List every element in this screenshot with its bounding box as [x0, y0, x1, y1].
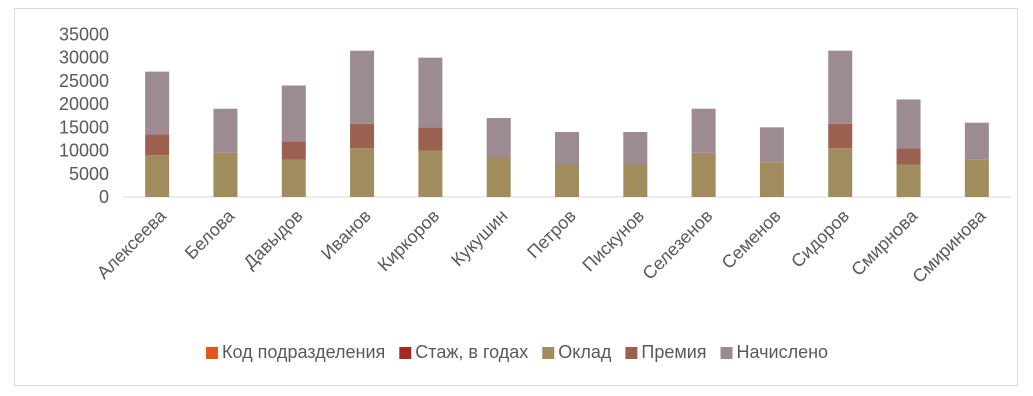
bar-stack-1	[213, 108, 238, 197]
bar-segment-3	[896, 148, 921, 165]
bar-stack-9	[759, 127, 784, 197]
chart-frame: 35000 30000 25000 20000 15000 10000 5000 0 Алек…	[14, 8, 1018, 386]
legend-label: Премия	[641, 342, 706, 362]
bar-segment-4	[281, 85, 306, 142]
x-tick-label: Иванов	[317, 206, 375, 264]
x-tick-label: Петров	[523, 206, 580, 263]
bar-segment-2	[896, 164, 921, 197]
y-tick-label: 20000	[59, 94, 109, 114]
bar-segment-2	[145, 155, 170, 197]
legend-item: Оклад	[542, 342, 612, 362]
bar-stack-8	[691, 108, 716, 197]
bar-segment-2	[691, 152, 716, 197]
bar-segment-4	[623, 131, 648, 165]
bar-segment-4	[759, 127, 784, 163]
x-tick-label: Селезенов	[639, 206, 717, 284]
legend-swatch	[399, 347, 412, 359]
y-tick-label: 15000	[59, 117, 109, 137]
bar-stack-7	[623, 131, 648, 197]
bar-segment-4	[964, 122, 989, 160]
bar-stack-11	[896, 99, 921, 197]
legend-swatch	[625, 347, 638, 359]
x-tick-label: Смиринова	[908, 205, 990, 287]
legend-swatch	[542, 347, 555, 359]
y-tick-label: 0	[99, 187, 109, 207]
bar-stack-10	[828, 50, 853, 197]
bar-segment-4	[828, 50, 853, 124]
bar-stack-2	[281, 85, 306, 197]
bar-stack-3	[350, 50, 375, 197]
y-tick-label: 25000	[59, 71, 109, 91]
x-tick-label: Семенов	[718, 206, 785, 273]
bar-segment-2	[555, 164, 579, 197]
legend-swatch	[205, 347, 218, 359]
bar-segment-4	[145, 71, 170, 135]
bar-stack-0	[145, 71, 170, 197]
x-tick-label: Алексеева	[93, 205, 171, 283]
bar-stack-4	[418, 57, 443, 197]
x-tick-label: Белова	[181, 205, 239, 263]
x-tick-label: Сидоров	[787, 206, 853, 272]
bar-segment-2	[486, 157, 511, 197]
bar-segment-2	[350, 148, 375, 197]
bar-segment-3	[145, 134, 170, 156]
bar-segment-4	[486, 118, 511, 158]
bar-segment-2	[213, 152, 238, 197]
bar-segment-2	[281, 159, 306, 197]
x-tick-label: Смирнова	[847, 205, 922, 280]
bar-segment-2	[759, 162, 784, 197]
legend-item: Стаж, в годах	[399, 342, 528, 362]
legend-label: Стаж, в годах	[415, 342, 528, 362]
bar-segment-4	[350, 50, 375, 124]
bar-stack-12	[964, 122, 989, 197]
legend-label: Начислено	[737, 342, 829, 362]
legend-item: Начислено	[720, 342, 829, 362]
bar-segment-4	[896, 99, 921, 149]
bar-stack-5	[486, 118, 511, 197]
bar-segment-4	[691, 108, 716, 153]
bar-segment-2	[828, 148, 853, 197]
legend-item: Код подразделения	[205, 342, 385, 362]
bar-segment-2	[964, 159, 989, 197]
bar-segment-3	[828, 123, 853, 149]
bar-segment-3	[418, 127, 443, 151]
bar-segment-2	[418, 150, 443, 197]
legend-swatch	[720, 347, 733, 359]
y-tick-label: 35000	[59, 25, 109, 45]
y-tick-label: 5000	[69, 164, 109, 184]
x-tick-label: Пискунов	[578, 206, 648, 276]
x-tick-label: Киркоров	[374, 206, 443, 275]
bar-segment-3	[281, 141, 306, 160]
legend-label: Оклад	[558, 342, 612, 362]
y-tick-label: 10000	[59, 141, 109, 161]
legend-label: Код подразделения	[222, 342, 385, 362]
bar-segment-2	[623, 164, 648, 197]
bars	[145, 50, 989, 197]
legend-item: Премия	[625, 342, 707, 362]
bar-segment-4	[418, 57, 443, 128]
x-tick-label: Давыдов	[240, 206, 307, 273]
bar-stack-6	[555, 131, 579, 197]
stacked-bar-chart: 35000 30000 25000 20000 15000 10000 5000 0 Алек…	[59, 25, 1011, 362]
bar-segment-3	[350, 123, 375, 149]
y-axis: 35000 30000 25000 20000 15000 10000 5000 0	[59, 25, 109, 208]
y-tick-label: 30000	[59, 48, 109, 68]
bar-segment-4	[555, 131, 579, 165]
bar-segment-4	[213, 108, 238, 153]
x-tick-label: Кукушин	[447, 206, 511, 270]
legend: Код подразделения Стаж, в годах Оклад Преми…	[205, 342, 829, 362]
